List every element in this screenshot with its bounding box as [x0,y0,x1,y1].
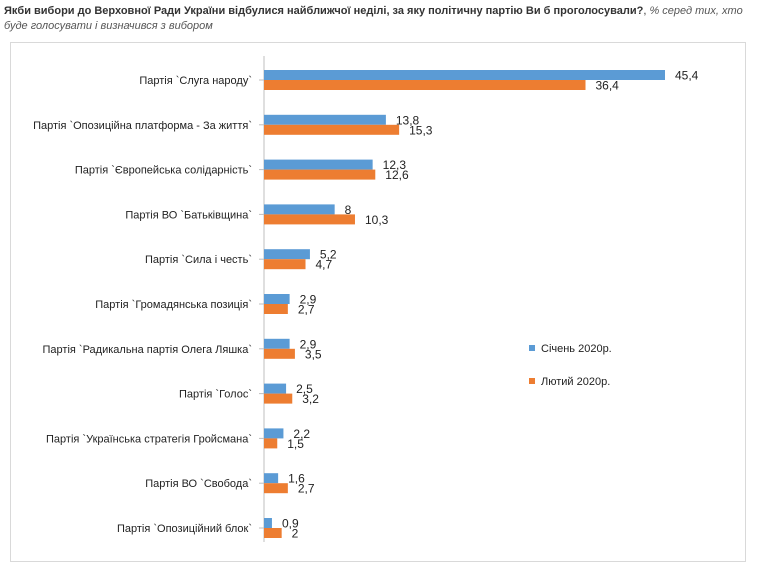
bar-january [264,428,284,439]
data-label-february: 36,4 [596,79,620,93]
bar-january [264,159,373,170]
legend-label-january: Січень 2020р. [541,343,612,355]
data-label-february: 3,5 [305,347,322,361]
bar-january [264,294,290,304]
data-label-february: 1,5 [287,437,304,451]
bar-january [264,383,287,394]
data-label-january: 1,6 [288,472,305,486]
category-label: Партія ВО `Батьківщина` [125,209,252,221]
bar-february [264,528,282,538]
bar-january [264,70,665,80]
category-label: Партія `Слуга народу` [139,75,252,87]
data-label-january: 8 [345,203,352,217]
category-label: Партія `Опозиційна платформа - За життя` [33,120,252,132]
data-label-january: 2,9 [300,293,317,307]
data-label-january: 2,5 [296,382,313,396]
bar-february [264,169,376,180]
bar-january [264,204,335,215]
bar-january [264,518,272,528]
category-label: Партія `Українська стратегія Гройсмана` [46,433,252,445]
data-label-january: 12,3 [383,158,407,172]
bar-february [264,483,288,494]
bar-february [264,80,586,90]
data-label-february: 2,7 [298,482,315,496]
data-label-january: 2,9 [300,337,317,351]
bar-january [264,473,279,484]
data-label-january: 5,2 [320,248,337,262]
category-label: Партія `Сила і честь` [145,254,252,266]
title-separator: , [643,5,650,17]
data-label-february: 4,7 [316,258,333,272]
data-label-january: 2,2 [293,427,310,441]
bar-february [264,438,278,449]
category-label: Партія `Громадянська позиція` [95,299,252,311]
chart-subtitle: % серед тих, хто буде голосувати і визна… [4,5,743,32]
category-label: Партія `Опозиційний блок` [117,523,252,535]
bar-february [264,304,288,314]
chart-title-block: Якби вибори до Верховної Ради України ві… [4,4,754,34]
chart-title: Якби вибори до Верховної Ради України ві… [4,5,644,17]
category-label: Партія ВО `Свобода` [145,478,252,490]
data-label-january: 0,9 [282,517,299,531]
chart-frame [10,42,746,562]
bar-january [264,114,386,125]
bar-january [264,249,310,260]
legend-label-february: Лютий 2020р. [541,376,610,388]
category-label: Партія `Голос` [179,389,252,401]
legend-marker-january [529,345,535,351]
bar-february [264,259,306,270]
bar-february [264,214,355,225]
bar-february [264,393,293,404]
data-label-february: 2 [292,527,299,541]
data-label-january: 13,8 [396,113,420,127]
data-label-february: 3,2 [302,392,319,406]
data-label-february: 15,3 [409,123,433,137]
bar-february [264,124,400,135]
bar-january [264,338,290,349]
data-label-february: 12,6 [385,168,409,182]
data-label-january: 45,4 [675,69,699,83]
bar-february [264,348,295,359]
category-label: Партія `Радикальна партія Олега Ляшка` [43,344,252,356]
legend-marker-february [529,378,535,384]
data-label-february: 2,7 [298,303,315,317]
category-label: Партія `Європейська солідарність` [75,165,252,177]
data-label-february: 10,3 [365,213,389,227]
